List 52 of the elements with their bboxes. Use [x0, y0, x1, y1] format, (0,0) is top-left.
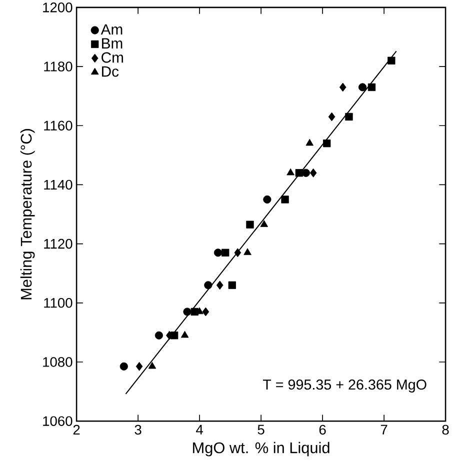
- y-tick-label: 1060: [43, 416, 72, 426]
- point: [228, 281, 236, 290]
- point: [306, 138, 314, 146]
- point: [358, 83, 367, 92]
- point: [183, 308, 192, 316]
- point: [322, 140, 331, 148]
- legend-label: Am: [100, 24, 122, 35]
- point: [202, 307, 210, 316]
- legend-label: Dc: [102, 66, 119, 77]
- point: [234, 248, 242, 258]
- point: [310, 168, 317, 178]
- point: [148, 362, 156, 369]
- annotation: T = 995.35 + 26.365 MgO: [262, 380, 426, 393]
- legend-label: Bm: [102, 38, 122, 49]
- point: [216, 280, 224, 290]
- point: [388, 56, 396, 64]
- y-tick-label: 1080: [43, 357, 72, 367]
- point: [204, 281, 212, 290]
- point: [302, 168, 310, 177]
- point: [286, 168, 294, 176]
- x-tick-label: 7: [380, 424, 388, 434]
- y-tick-label: 1140: [44, 180, 72, 190]
- point: [281, 196, 289, 204]
- point: [260, 220, 268, 227]
- x-tick-label: 8: [442, 424, 449, 435]
- y-tick-label: 1200: [43, 2, 72, 12]
- y-axis-title: Melting Temperature (°C): [20, 129, 35, 300]
- point: [120, 362, 128, 370]
- y-tick-label: 1160: [44, 120, 72, 131]
- point: [339, 82, 346, 92]
- x-tick-label: 4: [196, 424, 203, 434]
- x-tick-label: 2: [73, 424, 80, 434]
- point: [154, 331, 163, 340]
- legend-label: Cm: [102, 52, 123, 63]
- point: [136, 362, 143, 371]
- point: [328, 112, 336, 122]
- point: [180, 330, 189, 338]
- y-tick-label: 1180: [44, 62, 72, 72]
- x-axis-title: MgO wt. % in Liquid: [193, 442, 330, 456]
- point: [368, 83, 376, 92]
- point: [222, 248, 230, 257]
- point: [263, 195, 272, 204]
- y-tick-label: 1100: [44, 298, 72, 308]
- x-tick-label: 6: [319, 424, 326, 435]
- point: [246, 220, 254, 228]
- y-tick-label: 1120: [44, 238, 72, 249]
- point: [345, 112, 353, 121]
- point: [295, 169, 303, 177]
- point: [214, 248, 222, 257]
- x-tick-label: 5: [258, 424, 264, 434]
- point: [244, 248, 252, 256]
- x-tick-label: 3: [134, 424, 142, 435]
